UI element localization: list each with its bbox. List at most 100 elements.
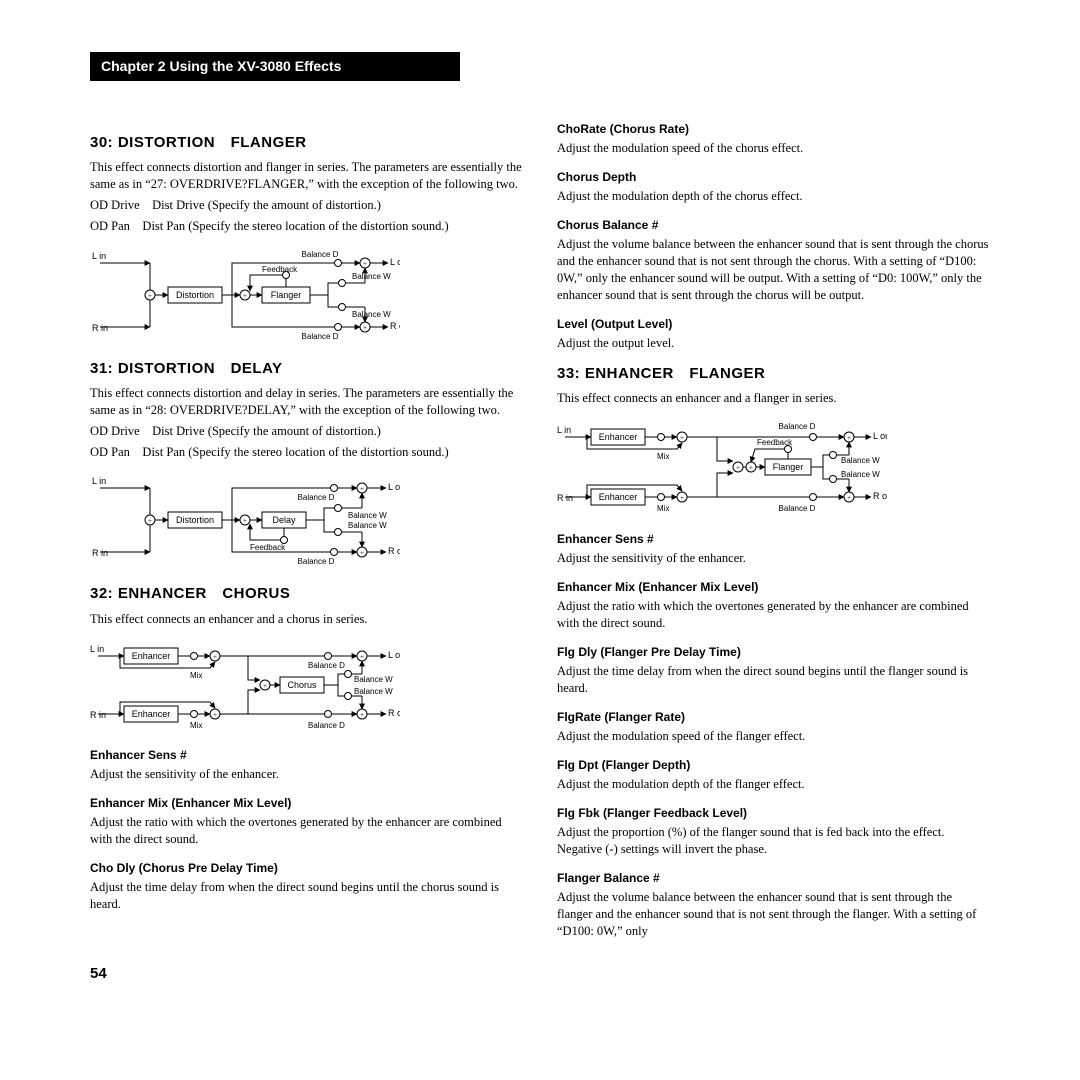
svg-text:Balance D: Balance D [302,332,339,341]
svg-text:Balance W: Balance W [841,470,880,479]
svg-text:Balance W: Balance W [348,521,387,530]
svg-text:Balance W: Balance W [352,272,391,281]
p-chorate-t: Adjust the modulation speed of the choru… [557,140,990,157]
svg-text:Mix: Mix [657,452,669,461]
svg-text:L out: L out [388,482,400,492]
svg-text:+: + [749,464,753,472]
svg-text:Balance W: Balance W [354,687,393,696]
left-column: 30: DISTORTION FLANGER This effect conne… [90,121,523,944]
svg-text:Balance D: Balance D [308,661,345,670]
svg-text:+: + [360,549,364,557]
p-chodepth-h: Chorus Depth [557,169,990,185]
svg-text:+: + [847,434,851,442]
svg-text:Distortion: Distortion [176,290,214,300]
svg-text:+: + [148,517,152,525]
svg-text:Balance D: Balance D [779,422,816,431]
svg-text:Feedback: Feedback [757,438,793,447]
effect-33-title: 33: ENHANCER FLANGER [557,364,990,384]
right-column: ChoRate (Chorus Rate) Adjust the modulat… [557,121,990,944]
svg-text:Balance D: Balance D [308,721,345,730]
content-columns: 30: DISTORTION FLANGER This effect conne… [90,121,990,944]
effect-31-line2: OD Pan Dist Pan (Specify the stereo loca… [90,444,523,461]
svg-text:+: + [736,464,740,472]
svg-text:L out: L out [390,257,400,267]
effect-30-title: 30: DISTORTION FLANGER [90,133,523,153]
svg-text:Chorus: Chorus [287,680,317,690]
effect-31-intro: This effect connects distortion and dela… [90,385,523,419]
page-number: 54 [90,964,990,984]
p-cho-dly-h: Cho Dly (Chorus Pre Delay Time) [90,860,523,876]
p-chorate-h: ChoRate (Chorus Rate) [557,121,990,137]
svg-text:Balance W: Balance W [354,675,393,684]
p-chobal-t: Adjust the volume balance between the en… [557,236,990,304]
svg-text:+: + [363,260,367,268]
svg-text:+: + [847,494,851,502]
svg-text:Feedback: Feedback [262,265,298,274]
svg-text:R in: R in [90,710,106,720]
p33-h6: Flg Fbk (Flanger Feedback Level) [557,805,990,821]
svg-text:R out: R out [388,708,400,718]
effect-32-title: 32: ENHANCER CHORUS [90,584,523,604]
p33-t5: Adjust the modulation depth of the flang… [557,776,990,793]
svg-text:R out: R out [388,546,400,556]
svg-text:Balance D: Balance D [298,493,335,502]
p33-h2: Enhancer Mix (Enhancer Mix Level) [557,579,990,595]
p-enh-sens-t: Adjust the sensitivity of the enhancer. [90,766,523,783]
svg-text:Enhancer: Enhancer [132,651,171,661]
p-enh-mix-t: Adjust the ratio with which the overtone… [90,814,523,848]
p33-h5: Flg Dpt (Flanger Depth) [557,757,990,773]
p33-t2: Adjust the ratio with which the overtone… [557,598,990,632]
svg-text:R in: R in [92,548,108,558]
chapter-title-bar: Chapter 2 Using the XV-3080 Effects [90,52,460,81]
effect-31-title: 31: DISTORTION DELAY [90,359,523,379]
p33-t4: Adjust the modulation speed of the flang… [557,728,990,745]
svg-text:+: + [680,494,684,502]
svg-text:Balance W: Balance W [841,456,880,465]
effect-30-intro: This effect connects distortion and flan… [90,159,523,193]
effect-30-line1: OD Drive Dist Drive (Specify the amount … [90,197,523,214]
p33-h3: Flg Dly (Flanger Pre Delay Time) [557,644,990,660]
svg-text:Enhancer: Enhancer [599,492,638,502]
svg-text:Balance W: Balance W [348,511,387,520]
svg-text:Balance W: Balance W [352,310,391,319]
effect-32-intro: This effect connects an enhancer and a c… [90,611,523,628]
svg-text:L in: L in [557,425,571,435]
svg-text:Delay: Delay [272,515,296,525]
p33-h4: FlgRate (Flanger Rate) [557,709,990,725]
svg-text:L in: L in [92,476,106,486]
p-level-h: Level (Output Level) [557,316,990,332]
svg-text:+: + [360,653,364,661]
svg-text:+: + [680,434,684,442]
svg-text:L out: L out [388,650,400,660]
svg-text:L in: L in [90,644,104,654]
p33-t3: Adjust the time delay from when the dire… [557,663,990,697]
svg-text:Enhancer: Enhancer [132,709,171,719]
svg-text:+: + [263,682,267,690]
svg-text:Flanger: Flanger [271,290,302,300]
p-level-t: Adjust the output level. [557,335,990,352]
svg-text:L in: L in [92,251,106,261]
svg-text:+: + [363,324,367,332]
diagram-32: + + + + + [90,638,523,733]
svg-text:Mix: Mix [190,671,202,680]
diagram-31: + + + + [90,470,523,570]
p-chodepth-t: Adjust the modulation depth of the choru… [557,188,990,205]
svg-text:R in: R in [92,323,108,333]
svg-text:+: + [243,292,247,300]
svg-text:Distortion: Distortion [176,515,214,525]
svg-text:Balance D: Balance D [298,557,335,566]
svg-text:Balance D: Balance D [302,250,339,259]
effect-33-intro: This effect connects an enhancer and a f… [557,390,990,407]
p33-h1: Enhancer Sens # [557,531,990,547]
chapter-title: Chapter 2 Using the XV-3080 Effects [101,58,341,74]
p-enh-mix-h: Enhancer Mix (Enhancer Mix Level) [90,795,523,811]
svg-text:Mix: Mix [190,721,202,730]
p33-t6: Adjust the proportion (%) of the flanger… [557,824,990,858]
svg-text:Balance D: Balance D [779,504,816,513]
p-enh-sens-h: Enhancer Sens # [90,747,523,763]
svg-text:R in: R in [557,493,573,503]
svg-text:+: + [360,485,364,493]
svg-text:+: + [360,711,364,719]
svg-text:+: + [213,653,217,661]
svg-text:+: + [213,711,217,719]
